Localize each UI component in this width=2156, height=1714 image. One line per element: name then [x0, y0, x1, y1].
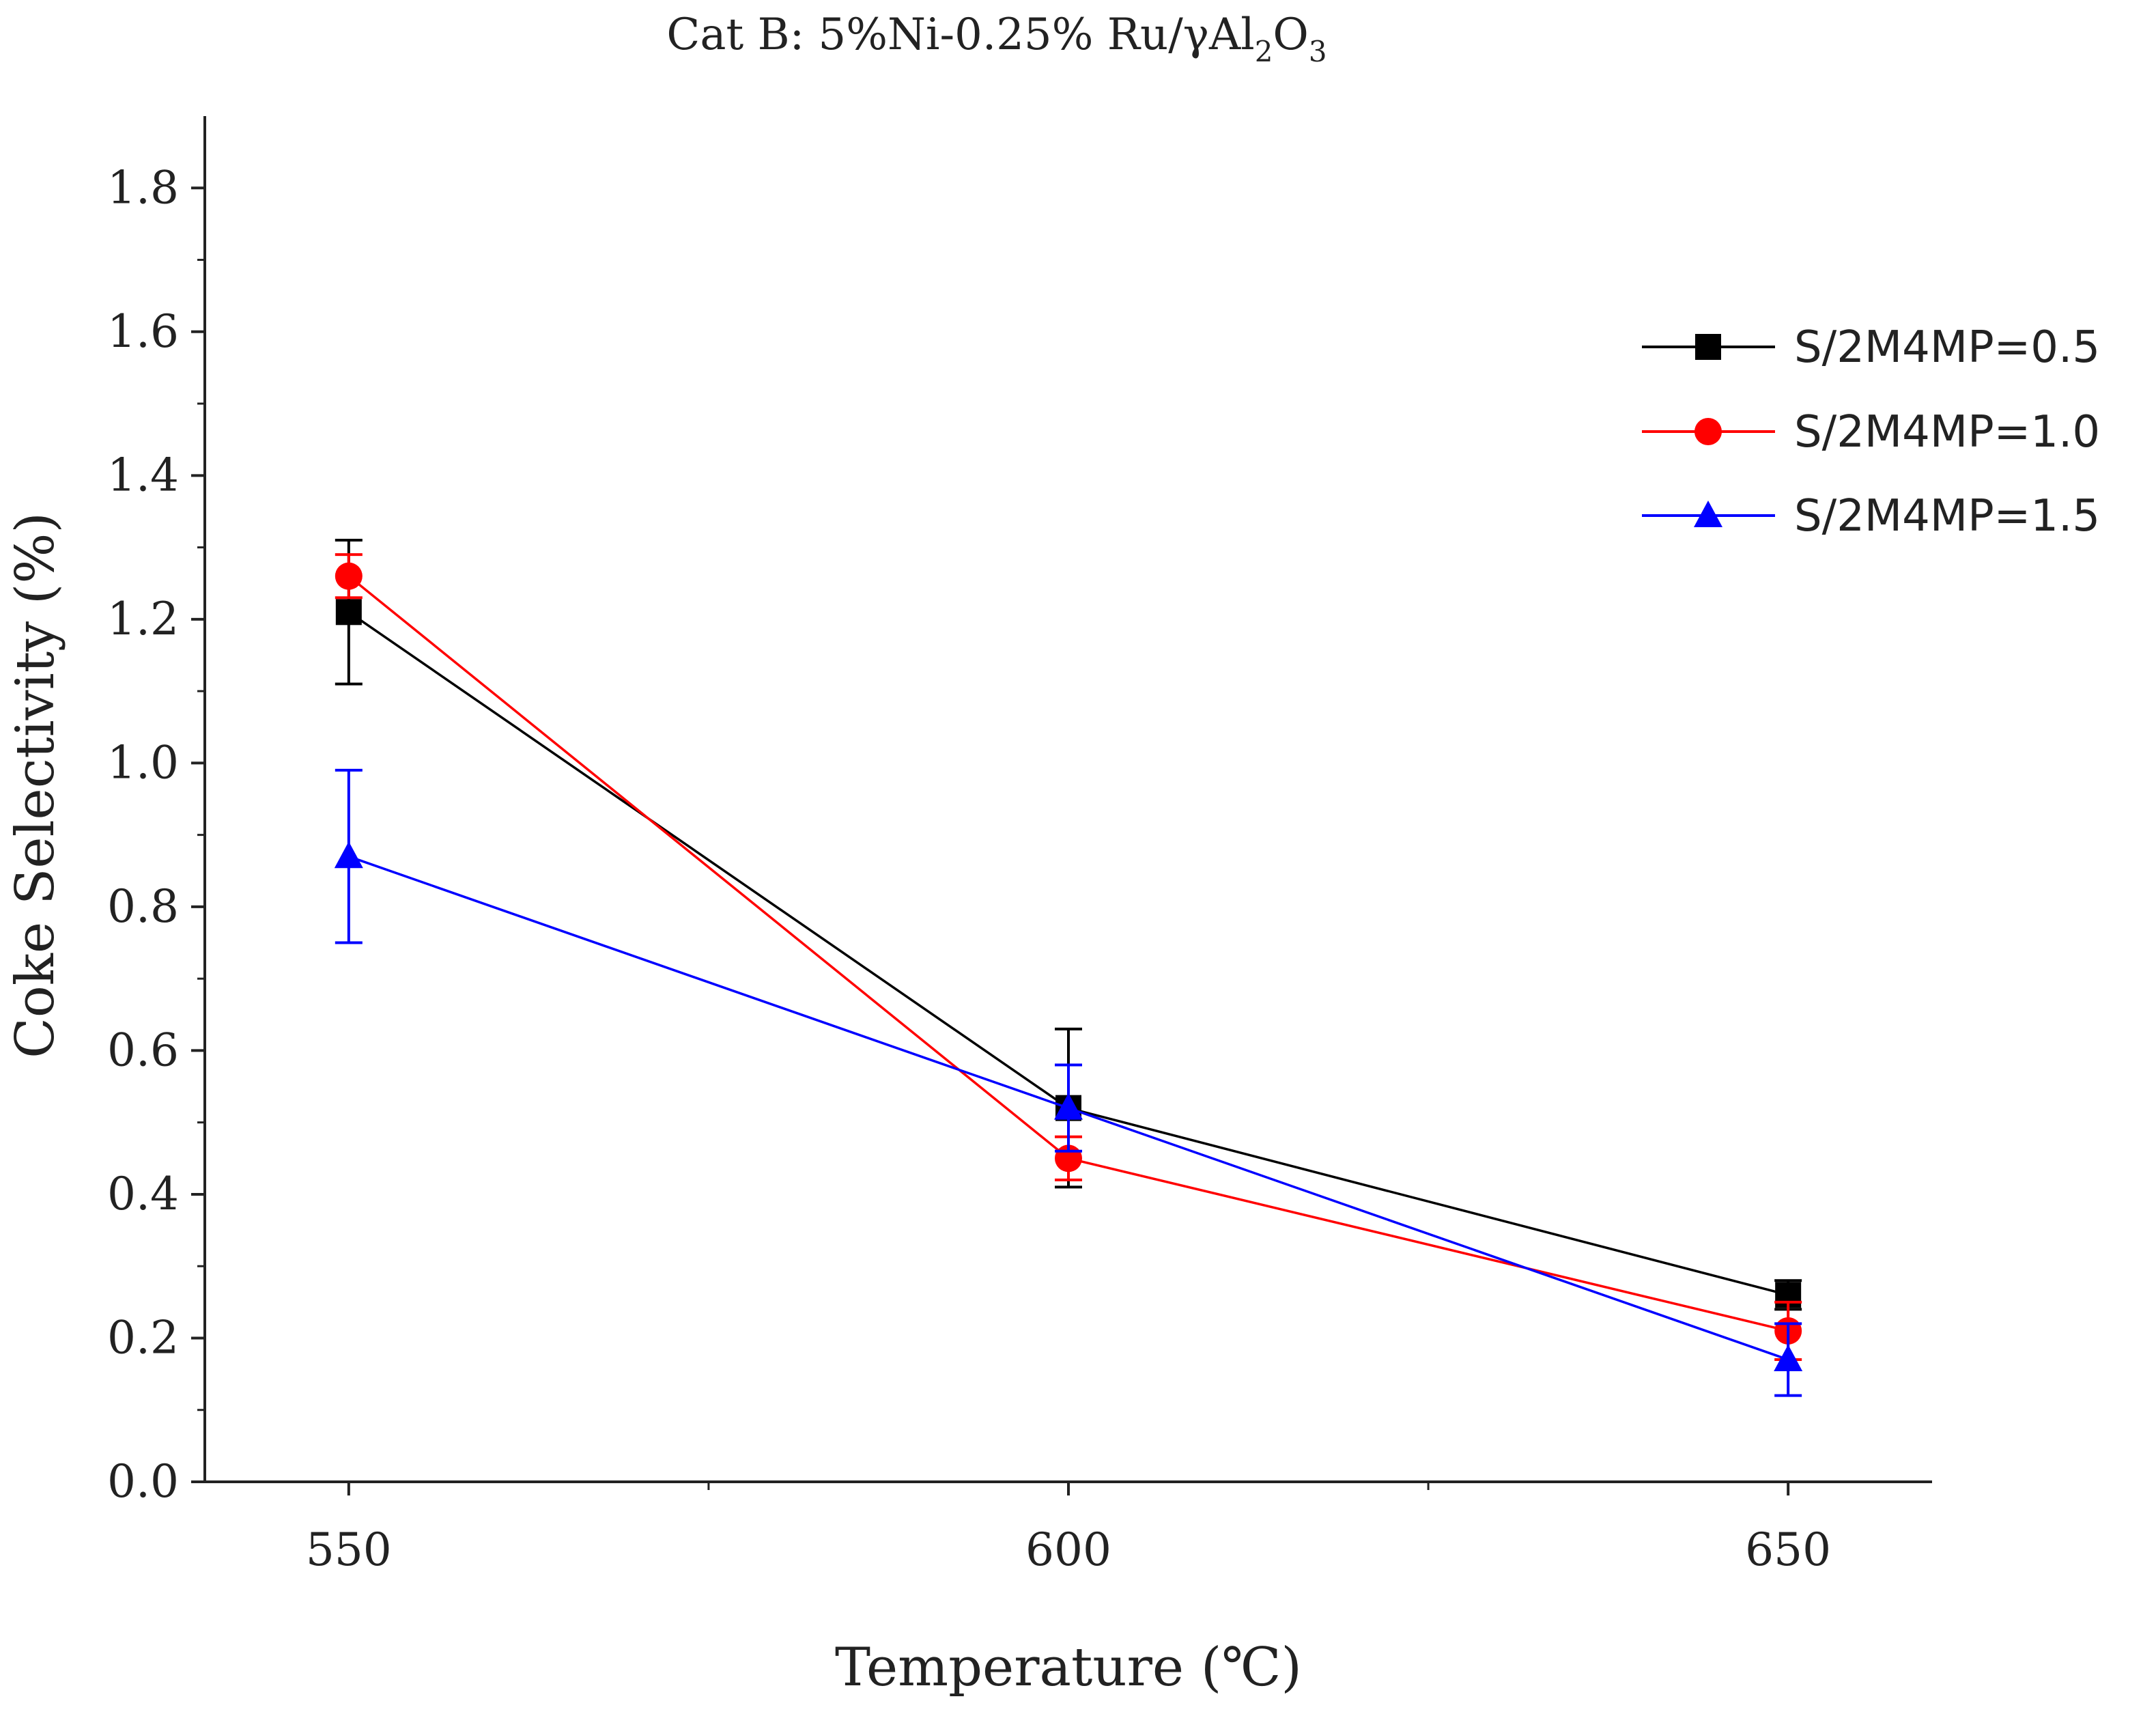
data-point: [334, 841, 363, 869]
x-tick-label: 600: [1025, 1523, 1111, 1576]
y-tick-label: 0.4: [107, 1168, 179, 1220]
data-point: [1054, 1093, 1083, 1120]
y-tick-label: 1.6: [107, 305, 179, 358]
chart-title-o: O: [1273, 10, 1308, 60]
legend-label-1: S/2M4MP=1.0: [1794, 407, 2100, 458]
y-ticks: 0.0 0.2 0.4 0.6 0.8 1.0 1.2 1.4 1.6 1.8: [107, 161, 205, 1508]
y-tick-label: 0.8: [107, 880, 179, 933]
data-point: [335, 562, 363, 590]
plot-area: [334, 539, 1803, 1397]
legend-marker-1: [1694, 418, 1722, 445]
axes: 0.0 0.2 0.4 0.6 0.8 1.0 1.2 1.4 1.6 1.8 550 600 650: [107, 116, 1932, 1576]
x-tick-label: 550: [306, 1523, 392, 1576]
chart-title-main: Cat B: 5%Ni-0.25% Ru/γAl: [666, 10, 1254, 60]
chart-title: Cat B: 5%Ni-0.25% Ru/γAl2O3: [666, 10, 1327, 68]
legend-markers: [1694, 334, 1722, 527]
legend-label-2: S/2M4MP=1.5: [1794, 491, 2100, 542]
legend-marker-0: [1695, 334, 1721, 360]
y-tick-label: 0.0: [107, 1455, 179, 1508]
legend-marker-2: [1694, 501, 1722, 527]
x-axis-label: Temperature (℃): [835, 1637, 1302, 1698]
y-tick-label: 1.4: [107, 449, 179, 501]
data-point: [335, 599, 362, 626]
chart-title-sub-2: 2: [1255, 35, 1273, 68]
legend-label-0: S/2M4MP=0.5: [1794, 322, 2100, 373]
y-tick-label: 0.2: [107, 1311, 179, 1364]
series-2: [334, 768, 1803, 1397]
legend: S/2M4MP=0.5 S/2M4MP=1.0 S/2M4MP=1.5: [1642, 322, 2100, 542]
chart-title-sub-3: 3: [1309, 35, 1327, 68]
x-tick-label: 650: [1745, 1523, 1831, 1576]
data-point: [1774, 1345, 1803, 1372]
y-tick-label: 1.0: [107, 736, 179, 789]
y-tick-label: 1.8: [107, 161, 179, 214]
y-tick-label: 1.2: [107, 593, 179, 645]
y-axis-label: Coke Selectivity (%): [5, 512, 66, 1058]
y-tick-label: 0.6: [107, 1024, 179, 1076]
x-ticks: 550 600 650: [306, 1482, 1831, 1576]
